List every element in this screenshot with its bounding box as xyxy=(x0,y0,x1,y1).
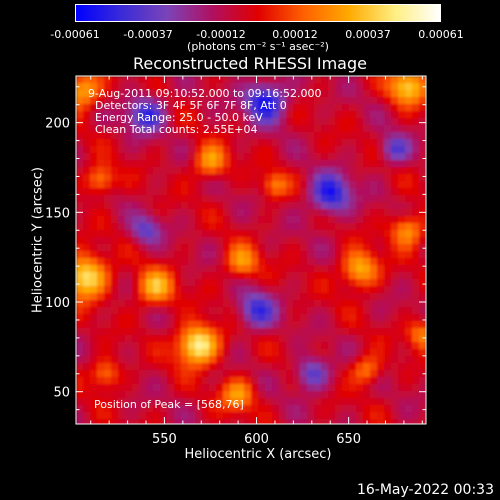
x-tick-label: 600 xyxy=(244,432,269,447)
colorbar-unit-label: (photons cm⁻² s⁻¹ asec⁻²) xyxy=(187,40,329,53)
colorbar xyxy=(75,4,441,22)
y-tick-label: 50 xyxy=(53,386,70,401)
chart-title: Reconstructed RHESSI Image xyxy=(133,54,367,73)
colorbar-tick-label: 0.00037 xyxy=(345,28,391,41)
overlay-energy-range: Energy Range: 25.0 - 50.0 keV xyxy=(95,111,263,124)
peak-position-label: Position of Peak = [568,76] xyxy=(94,398,244,411)
colorbar-tick-label: -0.00037 xyxy=(123,28,173,41)
x-tick-label: 650 xyxy=(336,432,361,447)
y-tick-label: 150 xyxy=(45,206,70,221)
x-tick-label: 550 xyxy=(152,432,177,447)
colorbar-tick-label: 0.00061 xyxy=(418,28,464,41)
axis-ticks: 550 600 650 50 100 150 200 xyxy=(45,76,426,447)
y-tick-label: 200 xyxy=(45,117,70,132)
colorbar-tick-label: -0.00061 xyxy=(50,28,100,41)
timestamp: 16-May-2022 00:33 xyxy=(356,482,494,498)
colorbar-tick-label: -0.00012 xyxy=(196,28,246,41)
colorbar-tick-label: 0.00012 xyxy=(272,28,318,41)
x-axis-label: Heliocentric X (arcsec) xyxy=(184,447,332,462)
heatmap-image xyxy=(76,76,426,424)
y-tick-label: 100 xyxy=(45,296,70,311)
overlay-detectors: Detectors: 3F 4F 5F 6F 7F 8F, Att 0 xyxy=(95,99,287,112)
y-axis-label: Heliocentric Y (arcsec) xyxy=(30,167,46,313)
overlay-total-counts: Clean Total counts: 2.55E+04 xyxy=(95,123,258,136)
overlay-time-range: 9-Aug-2011 09:10:52.000 to 09:16:52.000 xyxy=(88,87,322,100)
plot-frame xyxy=(75,75,427,425)
info-overlay: 9-Aug-2011 09:10:52.000 to 09:16:52.000 … xyxy=(88,87,322,411)
